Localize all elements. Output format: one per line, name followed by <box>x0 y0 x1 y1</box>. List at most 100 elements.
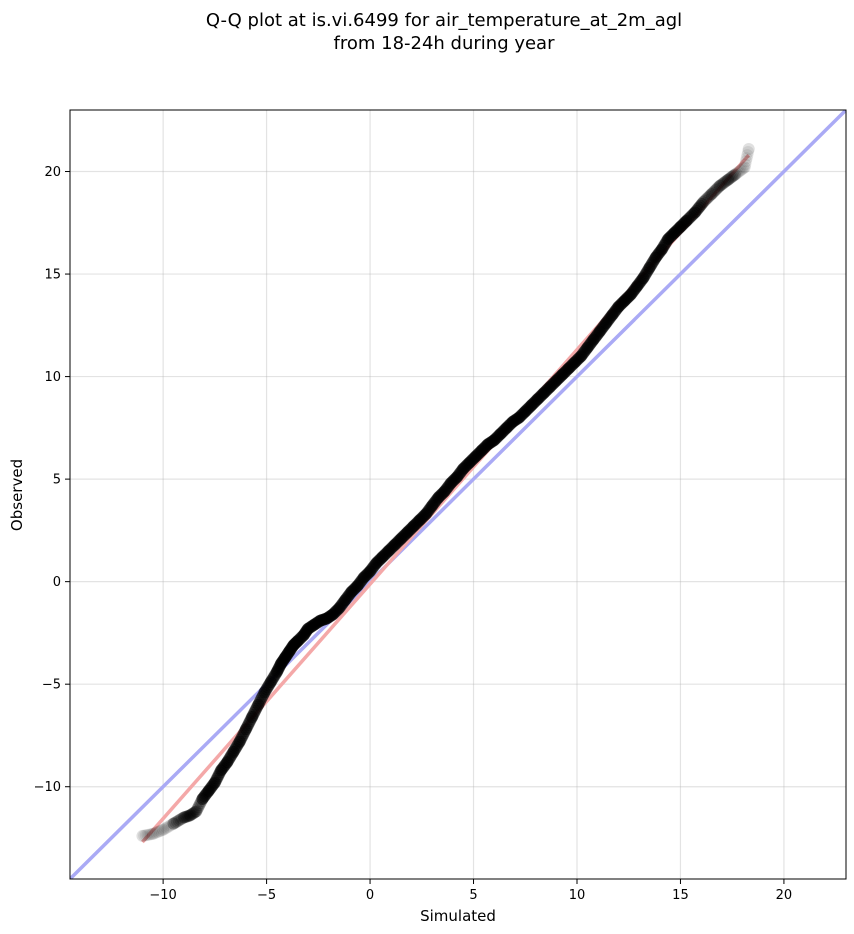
quantile-point <box>438 485 451 498</box>
quantile-point <box>189 806 202 819</box>
quantile-point <box>184 809 197 822</box>
quantile-point <box>209 774 222 787</box>
quantile-point <box>575 350 588 363</box>
quantile-point <box>649 251 662 264</box>
quantile-point <box>239 723 252 736</box>
identity-reference-line <box>70 110 846 879</box>
quantile-point <box>202 784 215 797</box>
quantile-point <box>727 169 740 182</box>
quantile-point <box>153 825 166 838</box>
y-axis-ticks: −10 −5 0 5 10 15 20 <box>34 165 70 795</box>
quantile-point <box>733 165 746 178</box>
plot-area-frame <box>69 109 847 880</box>
quantile-point <box>705 188 718 201</box>
quantile-point <box>138 829 151 842</box>
quantile-point <box>227 745 240 758</box>
quantile-point <box>221 756 234 769</box>
quantile-point <box>734 164 747 177</box>
quantile-point <box>680 214 693 227</box>
quantile-point <box>190 805 203 818</box>
x-tick-label: −10 <box>149 888 176 903</box>
quantile-point <box>742 142 755 155</box>
quantile-point <box>136 829 149 842</box>
y-tick-label: 20 <box>44 165 61 180</box>
quantile-point <box>157 823 170 836</box>
y-tick-label: −5 <box>42 678 61 693</box>
quantile-point <box>697 196 710 209</box>
quantile-point <box>258 686 271 699</box>
quantile-point <box>715 178 728 191</box>
y-tick-label: 0 <box>53 575 61 590</box>
quantile-point <box>180 810 193 823</box>
y-tick-label: 5 <box>53 473 61 488</box>
quantile-point <box>252 698 265 711</box>
quantile-point <box>599 317 612 330</box>
grid <box>70 110 846 879</box>
quantile-point <box>139 829 152 842</box>
y-tick-label: −10 <box>34 780 61 795</box>
quantile-point <box>699 193 712 206</box>
quantile-point <box>723 172 736 185</box>
quantile-point <box>191 803 204 816</box>
quantile-point <box>716 177 729 190</box>
quantile-point <box>155 824 168 837</box>
quantile-point <box>141 828 154 841</box>
quantile-point <box>581 341 594 354</box>
quantile-point <box>146 827 159 840</box>
quantile-point <box>158 822 171 835</box>
quantile-point <box>713 179 726 192</box>
x-tick-label: 0 <box>366 888 374 903</box>
quantile-point <box>164 819 177 832</box>
quantile-point <box>143 828 156 841</box>
quantile-point <box>253 696 266 709</box>
quantile-point <box>187 807 200 820</box>
quantile-point <box>690 204 703 217</box>
y-tick-label: 15 <box>44 268 61 283</box>
quantile-point <box>719 175 732 188</box>
quantile-point <box>711 182 724 195</box>
chart-title-line1: Q-Q plot at is.vi.6499 for air_temperatu… <box>206 10 682 31</box>
quantile-point <box>691 203 704 216</box>
quantile-point <box>606 309 619 322</box>
quantile-point <box>167 817 180 830</box>
quantile-point <box>693 201 706 214</box>
quantile-point <box>426 499 439 512</box>
quantile-point <box>731 166 744 179</box>
chart-title-line2: from 18-24h during year <box>334 33 556 54</box>
quantile-point <box>717 176 730 189</box>
quantile-point <box>709 183 722 196</box>
quantile-point <box>450 471 463 484</box>
quantile-point <box>688 206 701 219</box>
x-tick-label: 5 <box>469 888 477 903</box>
quantile-points <box>136 142 755 842</box>
quantile-point <box>179 810 192 823</box>
quantile-point <box>419 507 432 520</box>
quantile-point <box>737 162 750 175</box>
x-axis-label: Simulated <box>420 907 496 925</box>
quantile-point <box>728 168 741 181</box>
quantile-point <box>178 811 191 824</box>
quantile-point <box>702 190 715 203</box>
quantile-point <box>169 816 182 829</box>
quantile-point <box>233 735 246 748</box>
quantile-point <box>722 173 735 186</box>
quantile-point <box>196 793 209 806</box>
quantile-point <box>643 261 656 274</box>
x-tick-label: 20 <box>776 888 793 903</box>
quantile-point <box>174 813 187 826</box>
x-tick-label: −5 <box>257 888 276 903</box>
quantile-point <box>740 152 753 165</box>
x-axis-ticks: −10 −5 0 5 10 15 20 <box>149 879 792 903</box>
quantile-point <box>726 170 739 183</box>
quantile-point <box>185 808 198 821</box>
quantile-point <box>151 825 164 838</box>
quantile-point <box>247 708 260 721</box>
quantile-point <box>694 199 707 212</box>
quantile-point <box>176 812 189 825</box>
quantile-point <box>215 764 228 777</box>
quantile-point <box>655 243 668 256</box>
quantile-point <box>182 809 195 822</box>
quantile-point <box>624 288 637 301</box>
quantile-point <box>177 811 190 824</box>
